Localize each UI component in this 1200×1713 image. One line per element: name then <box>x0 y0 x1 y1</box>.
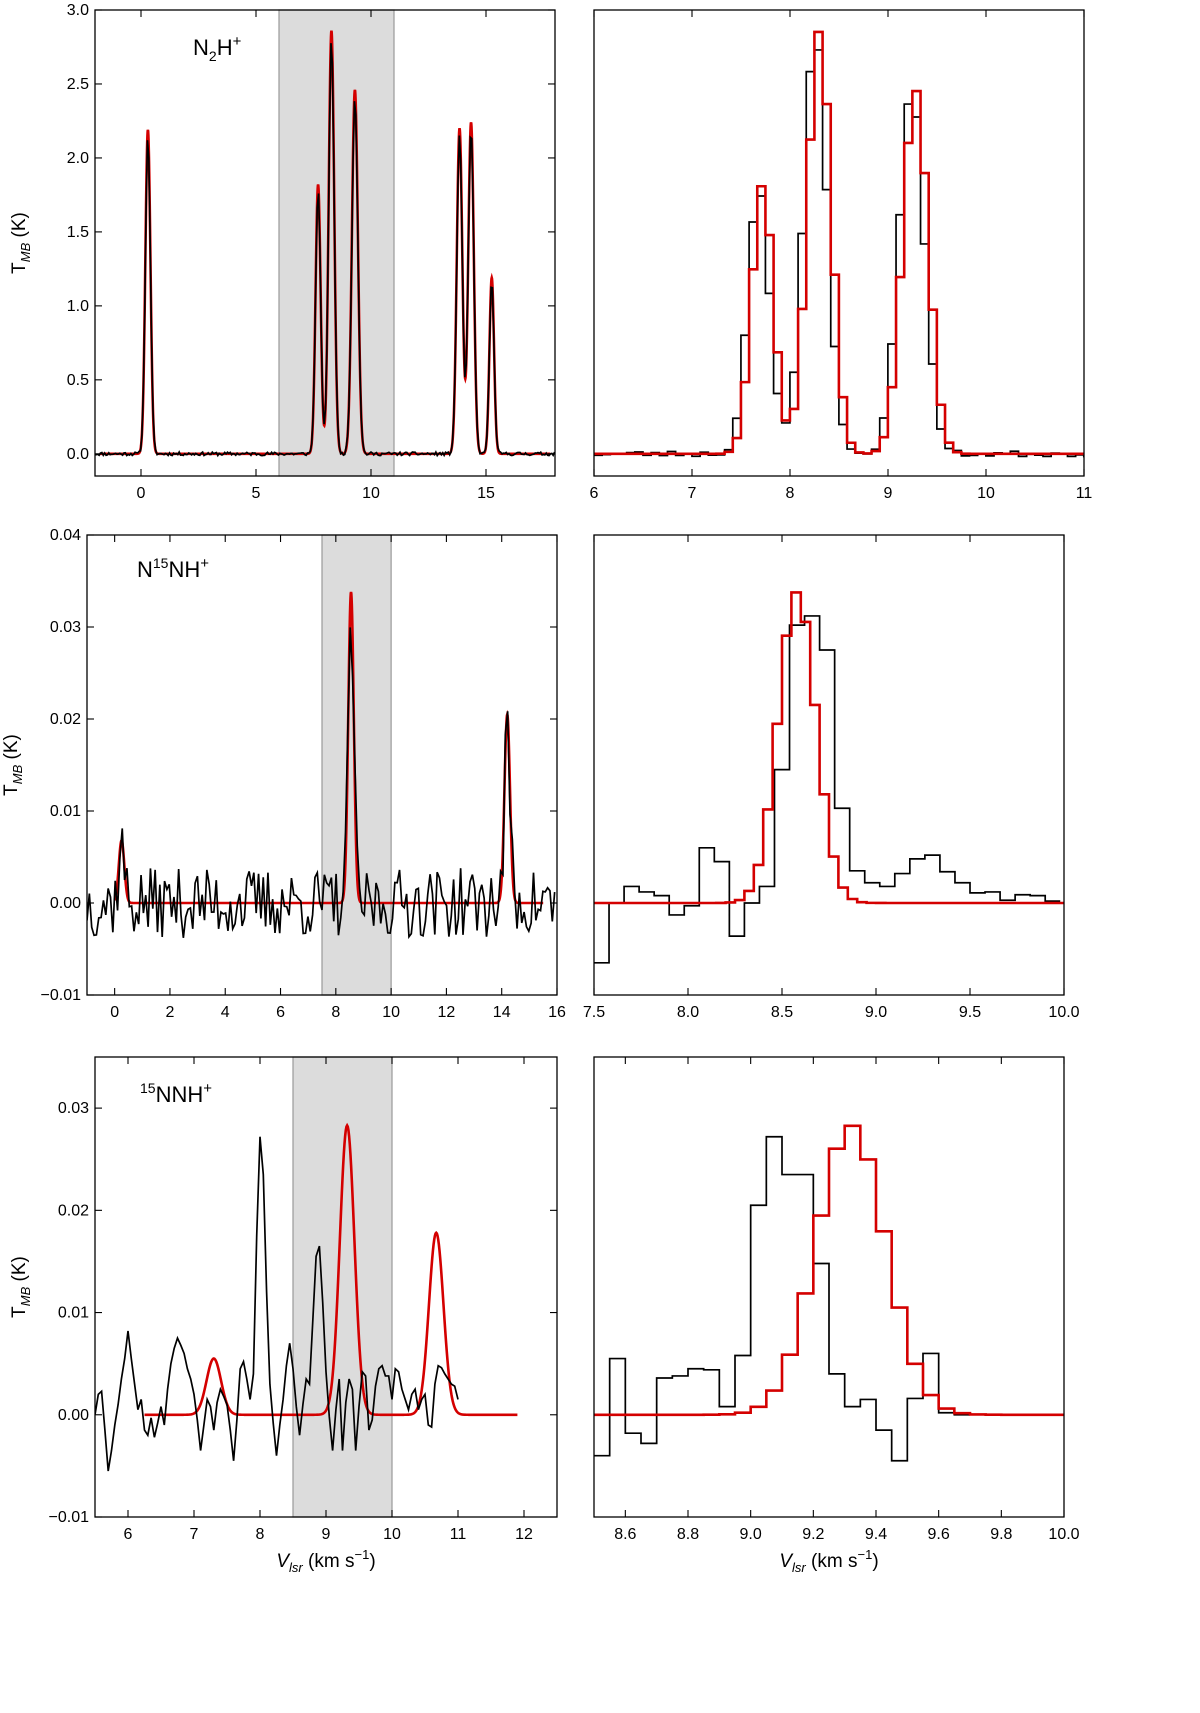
x-tick-label: 7 <box>190 1526 199 1543</box>
x-axis-label: Vlsr (km s−1) <box>276 1547 375 1575</box>
x-tick-label: 8.8 <box>677 1526 699 1543</box>
observed-spectrum-line <box>594 1135 970 1462</box>
x-tick-label: 8 <box>256 1526 265 1543</box>
x-tick-label: 11 <box>450 1526 467 1543</box>
model-fit-line <box>144 1122 518 1417</box>
plot-frame <box>86 534 558 996</box>
x-tick-label: 9.6 <box>928 1526 950 1543</box>
x-tick-label: 6 <box>276 1004 285 1021</box>
x-tick-label: 10.0 <box>1048 1526 1079 1543</box>
y-tick-label: 1.0 <box>67 298 89 315</box>
panel-n15nh-zoom: 7.5 8.0 8.5 9.0 9.5 10.0 <box>583 534 1080 1021</box>
x-tick-label: 9.4 <box>865 1526 887 1543</box>
x-tick-label: 12 <box>438 1004 456 1021</box>
molecule-label: N2H+ <box>193 33 242 64</box>
x-tick-label: 8.0 <box>677 1004 699 1021</box>
y-tick-label: 0.00 <box>50 895 81 912</box>
y-tick-label: 3.0 <box>67 2 89 19</box>
y-axis-label: TMB (K) <box>1 734 25 796</box>
y-tick-label: 0.03 <box>58 1100 89 1117</box>
x-axis-label: Vlsr (km s−1) <box>779 1547 878 1575</box>
panel-n2h-full: 0 5 10 15 0.0 0.5 1.0 1.5 2.0 2.5 3.0 N2H+ TMB (K) <box>9 2 556 502</box>
y-tick-label: 2.5 <box>67 76 89 93</box>
x-tick-label: 0 <box>110 1004 119 1021</box>
x-tick-label: 6 <box>590 485 599 502</box>
model-fit-line <box>594 591 1064 905</box>
panel-n2h-zoom: 6 7 8 9 10 11 <box>590 9 1093 502</box>
x-tick-label: 5 <box>252 485 261 502</box>
y-axis-label: TMB (K) <box>9 212 33 274</box>
observed-spectrum-line <box>594 49 1084 458</box>
y-tick-label: −0.01 <box>41 987 82 1004</box>
x-tick-label: 7 <box>688 485 697 502</box>
x-tick-label: 9 <box>884 485 893 502</box>
plot-frame <box>94 9 556 477</box>
y-tick-label: −0.01 <box>49 1509 90 1526</box>
x-tick-label: 10 <box>362 485 380 502</box>
x-tick-label: 15 <box>477 485 495 502</box>
x-tick-label: 10.0 <box>1048 1004 1079 1021</box>
plot-frame <box>593 534 1065 996</box>
observed-spectrum-line <box>87 627 556 940</box>
x-tick-label: 6 <box>124 1526 133 1543</box>
x-tick-label: 7.5 <box>583 1004 605 1021</box>
x-tick-label: 8.5 <box>771 1004 793 1021</box>
y-tick-label: 0.00 <box>58 1407 89 1424</box>
x-tick-label: 9 <box>322 1526 331 1543</box>
x-tick-label: 4 <box>221 1004 230 1021</box>
x-tick-label: 10 <box>977 485 995 502</box>
y-tick-label: 1.5 <box>67 224 89 241</box>
y-tick-label: 0.03 <box>50 619 81 636</box>
x-tick-label: 9.2 <box>802 1526 824 1543</box>
x-tick-label: 9.0 <box>740 1526 762 1543</box>
x-tick-label: 9.5 <box>959 1004 981 1021</box>
x-tick-label: 8 <box>331 1004 340 1021</box>
observed-spectrum-line <box>594 615 1061 964</box>
molecule-label: N15NH+ <box>137 555 209 582</box>
y-tick-label: 0.02 <box>50 711 81 728</box>
x-tick-label: 2 <box>165 1004 174 1021</box>
x-tick-label: 8.6 <box>614 1526 636 1543</box>
molecule-label: 15NNH+ <box>140 1080 212 1107</box>
x-tick-label: 12 <box>515 1526 533 1543</box>
model-fit-line <box>113 591 544 905</box>
panel-15nnh-full: 6 7 8 9 10 11 12 −0.01 0.00 0.01 0.02 0.03 15NNH+ TMB… <box>9 1056 558 1575</box>
x-tick-label: 11 <box>1076 485 1093 502</box>
x-tick-label: 10 <box>383 1526 401 1543</box>
x-tick-label: 9.0 <box>865 1004 887 1021</box>
plot-frame <box>593 9 1085 477</box>
plot-frame <box>593 1056 1065 1518</box>
x-tick-label: 10 <box>382 1004 400 1021</box>
highlight-band <box>321 534 392 996</box>
x-tick-label: 14 <box>493 1004 511 1021</box>
y-tick-label: 0.04 <box>50 527 81 544</box>
y-tick-label: 0.01 <box>50 803 81 820</box>
y-tick-label: 0.0 <box>67 446 89 463</box>
y-tick-label: 0.01 <box>58 1305 89 1322</box>
panel-n15nh-full: 0 2 4 6 8 10 12 14 16 −0.01 0.00 0.01 0.02 0.03 0.04 N1… <box>1 527 566 1021</box>
x-tick-label: 0 <box>137 485 146 502</box>
y-tick-label: 0.02 <box>58 1202 89 1219</box>
model-fit-line <box>594 30 1084 456</box>
y-tick-label: 0.5 <box>67 372 89 389</box>
observed-spectrum-line <box>95 1136 459 1472</box>
model-fit-line <box>594 1124 1064 1417</box>
observed-spectrum-line <box>95 43 555 458</box>
y-axis-label: TMB (K) <box>9 1256 33 1318</box>
x-tick-label: 9.8 <box>990 1526 1012 1543</box>
panel-15nnh-zoom: 8.6 8.8 9.0 9.2 9.4 9.6 9.8 10.0 Vlsr (km s−1) <box>593 1056 1080 1575</box>
y-tick-label: 2.0 <box>67 150 89 167</box>
x-tick-label: 8 <box>786 485 795 502</box>
x-tick-label: 16 <box>548 1004 566 1021</box>
